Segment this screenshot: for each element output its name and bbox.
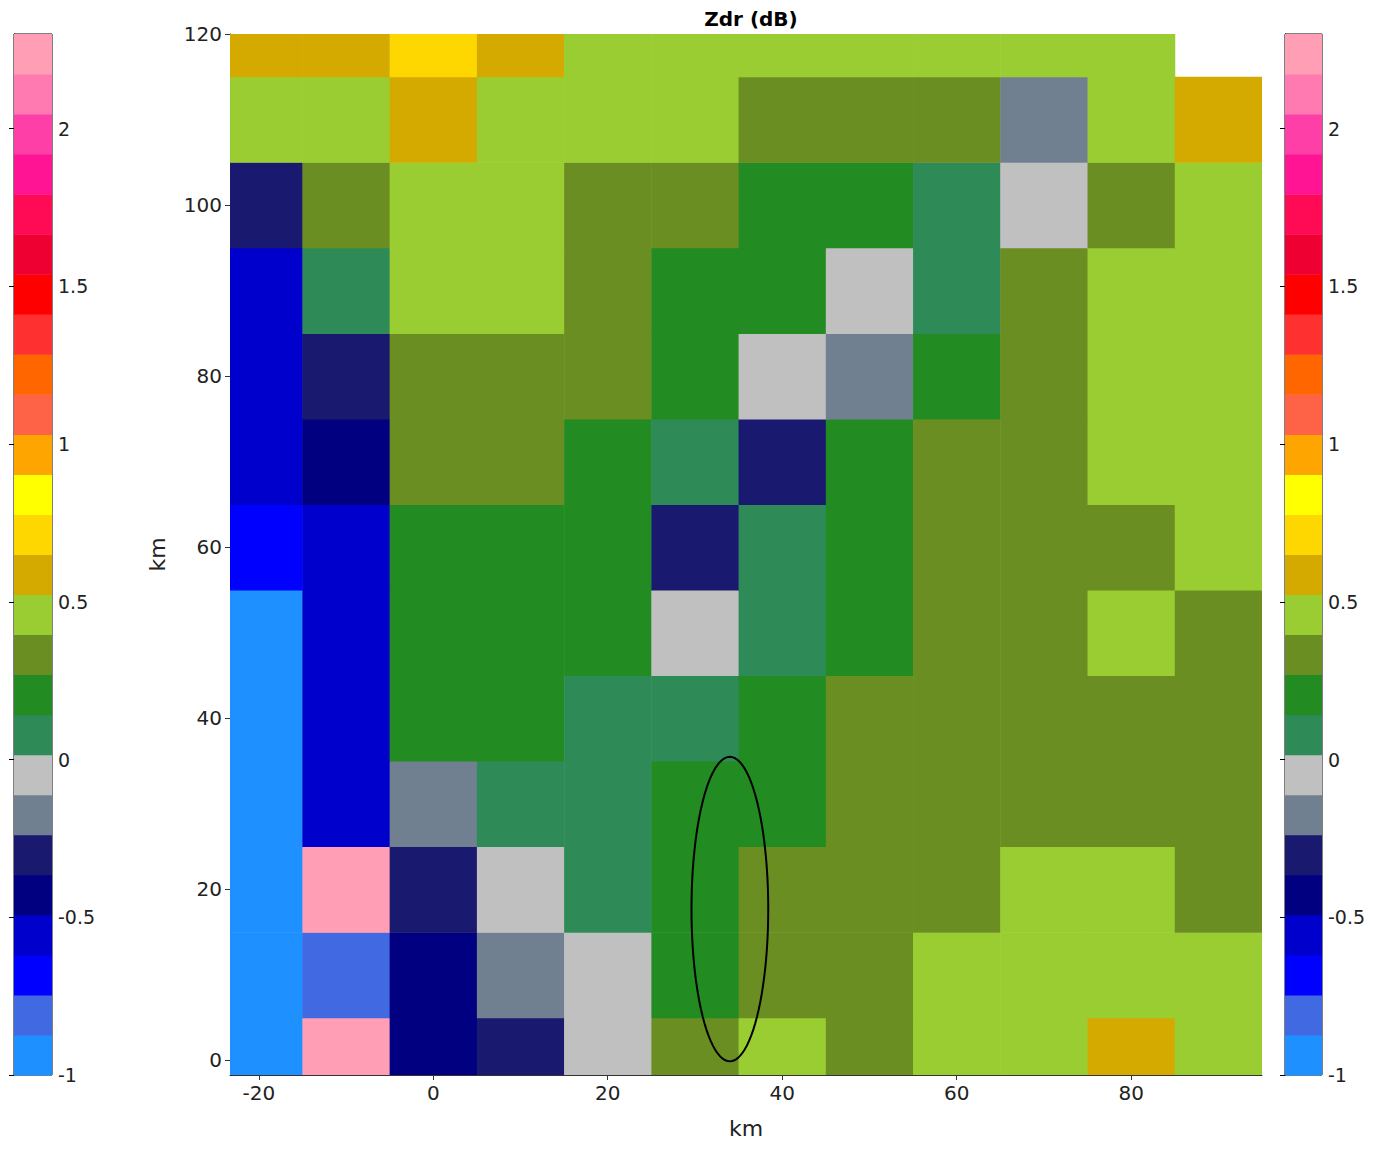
- svg-text:120: 120: [184, 22, 222, 46]
- svg-text:20: 20: [197, 877, 222, 901]
- svg-text:1.5: 1.5: [58, 275, 88, 297]
- svg-text:0.5: 0.5: [58, 591, 88, 613]
- svg-text:0.5: 0.5: [1328, 591, 1358, 613]
- svg-text:1: 1: [58, 433, 70, 455]
- svg-text:40: 40: [197, 706, 222, 730]
- svg-text:40: 40: [769, 1081, 794, 1105]
- svg-text:km: km: [145, 537, 170, 571]
- svg-text:km: km: [729, 1116, 763, 1141]
- svg-text:80: 80: [197, 364, 222, 388]
- svg-text:20: 20: [595, 1081, 620, 1105]
- svg-text:0: 0: [1328, 749, 1340, 771]
- svg-text:2: 2: [58, 118, 70, 140]
- svg-text:60: 60: [197, 535, 222, 559]
- svg-text:-0.5: -0.5: [58, 906, 95, 928]
- svg-text:80: 80: [1118, 1081, 1143, 1105]
- svg-text:100: 100: [184, 193, 222, 217]
- svg-text:Zdr (dB): Zdr (dB): [704, 7, 798, 31]
- svg-text:0: 0: [427, 1081, 440, 1105]
- svg-text:1.5: 1.5: [1328, 275, 1358, 297]
- svg-text:-20: -20: [242, 1081, 275, 1105]
- svg-text:0: 0: [209, 1048, 222, 1072]
- svg-text:1: 1: [1328, 433, 1340, 455]
- svg-text:0: 0: [58, 749, 70, 771]
- svg-text:-1: -1: [58, 1064, 77, 1086]
- svg-text:-1: -1: [1328, 1064, 1347, 1086]
- svg-text:2: 2: [1328, 118, 1340, 140]
- svg-text:60: 60: [944, 1081, 969, 1105]
- svg-text:-0.5: -0.5: [1328, 906, 1365, 928]
